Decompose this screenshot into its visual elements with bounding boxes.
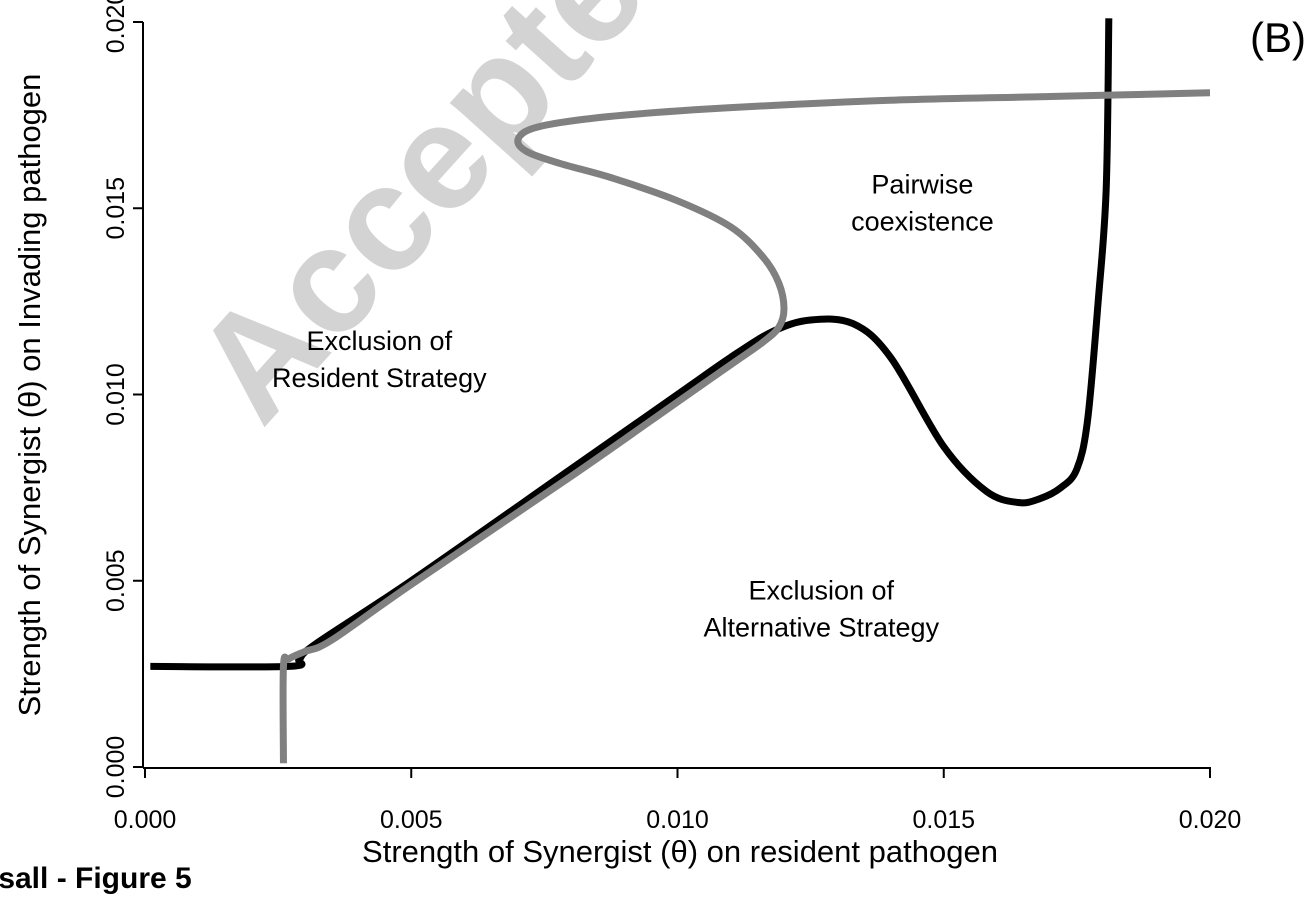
x-tick-label: 0.010 — [646, 806, 709, 834]
panel-label: (B) — [1250, 14, 1306, 61]
y-tick-label: 0.020 — [102, 0, 130, 53]
annotation: Exclusion of — [307, 326, 453, 356]
curve — [279, 89, 1211, 764]
x-axis-label: Strength of Synergist (θ) on resident pa… — [362, 834, 998, 869]
x-tick-label: 0.000 — [114, 806, 177, 834]
x-tick-label: 0.015 — [912, 806, 975, 834]
x-tick-label: 0.020 — [1179, 806, 1242, 834]
footer: Bonsall - Figure 5 — [0, 862, 192, 895]
x-tick-label: 0.005 — [380, 806, 443, 834]
y-tick-label: 0.015 — [102, 177, 130, 240]
annotation: Exclusion of — [748, 575, 894, 605]
y-tick-label: 0.000 — [102, 736, 130, 799]
y-axis-label: Strength of Synergist (θ) on Invading pa… — [12, 74, 47, 717]
curve — [150, 18, 1113, 671]
y-tick-label: 0.005 — [102, 549, 130, 612]
y-tick-label: 0.010 — [102, 363, 130, 426]
annotation: coexistence — [851, 206, 994, 236]
annotation: Pairwise — [871, 169, 973, 199]
annotation: Alternative Strategy — [703, 612, 939, 642]
annotation: Resident Strategy — [272, 363, 487, 393]
